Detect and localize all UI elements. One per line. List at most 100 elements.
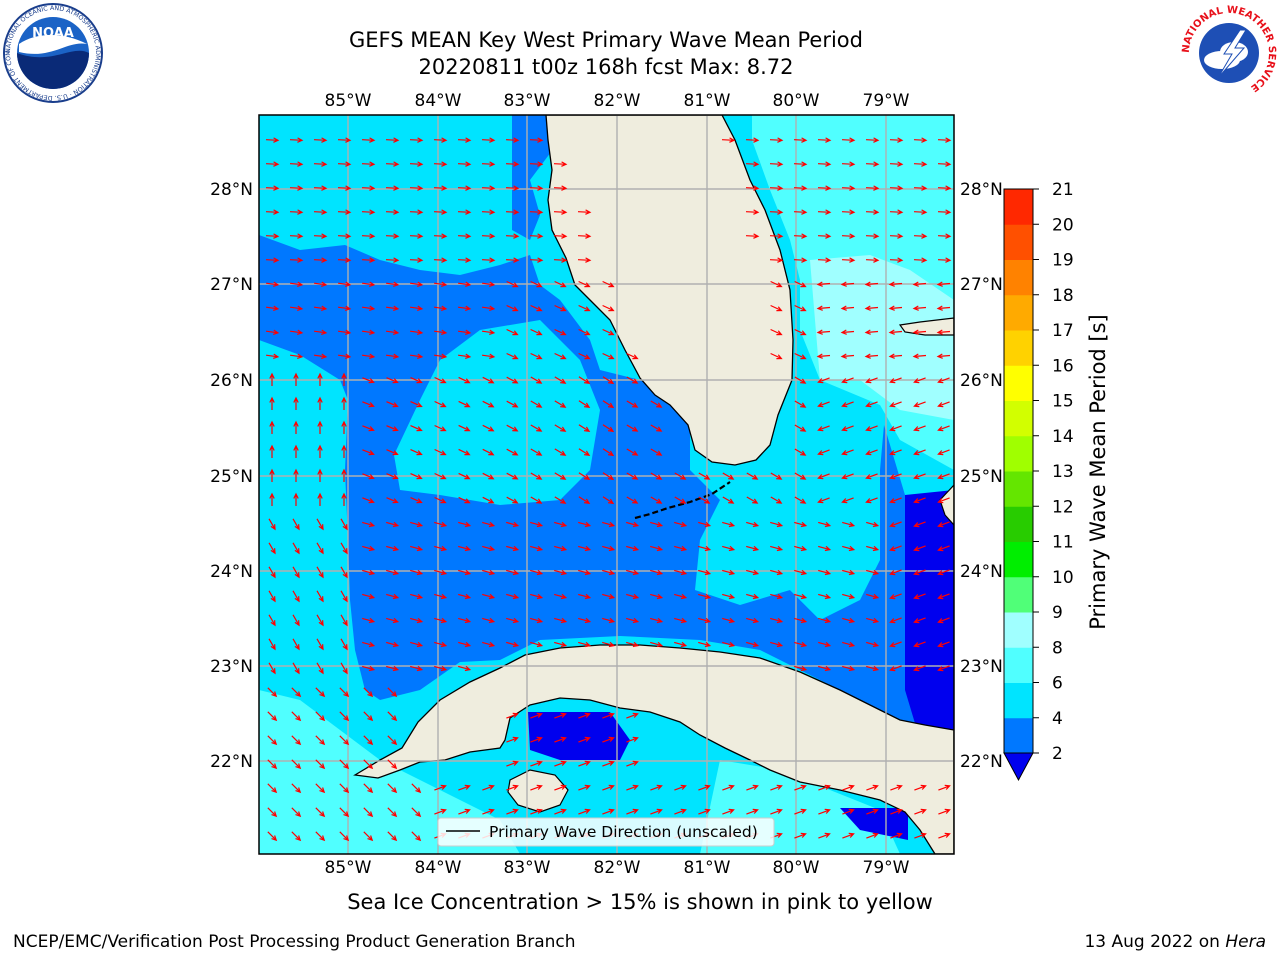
wave-arrow bbox=[410, 545, 424, 552]
lat-label: 24°N bbox=[210, 562, 253, 582]
wave-arrow bbox=[434, 521, 448, 528]
wave-arrow bbox=[265, 233, 280, 239]
wave-arrow bbox=[937, 545, 950, 552]
colorbar-segment bbox=[1004, 294, 1033, 331]
lon-labels-bottom: 85°W 84°W 83°W 82°W 81°W 80°W 79°W bbox=[325, 858, 910, 878]
wave-arrow bbox=[266, 305, 280, 311]
wave-arrow bbox=[889, 545, 902, 552]
lon-label: 81°W bbox=[684, 858, 731, 878]
wave-arrow bbox=[554, 376, 567, 384]
field-period-below-2-cuba bbox=[528, 712, 630, 760]
wave-arrow bbox=[267, 807, 278, 818]
wave-arrow bbox=[316, 638, 324, 651]
wave-arrow bbox=[291, 759, 302, 770]
wave-arrow bbox=[578, 617, 592, 624]
colorbar-label: Primary Wave Mean Period [s] bbox=[1086, 314, 1110, 630]
wave-arrow bbox=[317, 396, 323, 410]
wave-arrow bbox=[386, 329, 400, 335]
colorbar: 2 4 6 8 9 10 11 12 13 14 15 16 17 18 19 20 21 bbox=[1003, 180, 1074, 782]
wave-arrow bbox=[840, 305, 855, 311]
wave-arrow bbox=[745, 185, 760, 191]
wave-arrow bbox=[674, 569, 688, 576]
wave-arrow bbox=[387, 711, 398, 722]
wave-arrow bbox=[817, 257, 832, 263]
wave-arrow bbox=[889, 593, 902, 600]
wave-arrow bbox=[650, 808, 663, 815]
wave-arrow bbox=[769, 161, 784, 167]
colorbar-tick-label: 8 bbox=[1052, 638, 1063, 658]
wave-arrow bbox=[818, 784, 831, 791]
wave-arrow bbox=[363, 831, 374, 842]
wave-arrow bbox=[770, 352, 783, 360]
lon-label: 83°W bbox=[504, 91, 551, 111]
field-period-4-6-straits bbox=[700, 410, 880, 620]
wave-arrow bbox=[339, 831, 350, 842]
wave-arrow bbox=[341, 444, 347, 458]
wave-arrow bbox=[434, 808, 447, 815]
wave-arrow bbox=[362, 281, 376, 287]
colorbar-tick-label: 21 bbox=[1052, 180, 1074, 200]
wave-arrow bbox=[770, 808, 783, 815]
wave-arrow bbox=[292, 542, 300, 555]
wave-arrow bbox=[482, 281, 496, 287]
lat-label: 26°N bbox=[960, 371, 1003, 391]
wave-arrow bbox=[864, 353, 879, 359]
wave-arrow bbox=[482, 353, 496, 359]
wave-arrow bbox=[794, 593, 808, 600]
wave-arrow bbox=[602, 472, 615, 481]
wave-arrow bbox=[292, 518, 300, 531]
wave-arrow bbox=[530, 472, 543, 480]
wave-arrow bbox=[913, 521, 926, 528]
colorbar-tick-label: 20 bbox=[1052, 215, 1074, 235]
wave-arrow bbox=[337, 209, 352, 215]
wave-arrow bbox=[722, 569, 736, 576]
lat-label: 22°N bbox=[210, 752, 253, 772]
wave-arrow bbox=[937, 425, 950, 432]
wave-arrow bbox=[530, 808, 543, 815]
wave-arrow bbox=[553, 185, 568, 191]
wave-arrow bbox=[746, 496, 759, 504]
colorbar-segment bbox=[1004, 400, 1033, 437]
wave-arrow bbox=[602, 424, 615, 433]
wave-arrow bbox=[888, 281, 903, 287]
wave-arrow bbox=[698, 521, 712, 528]
wave-arrow bbox=[913, 641, 926, 648]
wave-arrow bbox=[890, 784, 903, 791]
wave-arrow bbox=[315, 807, 326, 818]
wave-arrow bbox=[626, 712, 639, 719]
wave-arrow bbox=[842, 808, 855, 815]
wave-arrow bbox=[650, 400, 663, 408]
wave-arrow bbox=[938, 832, 951, 839]
wave-arrow bbox=[577, 257, 592, 263]
wave-arrow bbox=[912, 305, 927, 311]
colorbar-segment bbox=[1004, 471, 1033, 507]
wave-arrow bbox=[434, 496, 447, 504]
wave-arrow bbox=[337, 185, 352, 191]
wave-arrow bbox=[386, 425, 399, 432]
wave-arrow bbox=[626, 593, 640, 600]
wave-arrow bbox=[505, 233, 520, 239]
wave-arrow bbox=[841, 497, 854, 504]
wave-arrow bbox=[410, 401, 423, 408]
wave-arrow bbox=[698, 545, 712, 552]
wave-arrow bbox=[722, 521, 736, 528]
wave-arrow bbox=[769, 257, 784, 263]
wave-arrow bbox=[817, 425, 830, 432]
wave-arrow bbox=[793, 209, 808, 215]
wave-arrow bbox=[458, 617, 472, 624]
colorbar-tick-label: 15 bbox=[1052, 392, 1074, 412]
wave-arrow bbox=[482, 784, 495, 791]
wave-arrow bbox=[506, 448, 519, 456]
wave-arrow bbox=[698, 808, 711, 815]
lat-label: 28°N bbox=[960, 180, 1003, 200]
lon-label: 84°W bbox=[415, 91, 462, 111]
wave-arrow bbox=[458, 281, 472, 287]
wave-arrow bbox=[577, 233, 592, 239]
wave-arrow bbox=[316, 590, 324, 603]
wave-arrow bbox=[386, 305, 400, 311]
wave-arrow bbox=[554, 304, 567, 312]
wave-arrow bbox=[889, 377, 902, 384]
wave-arrow bbox=[913, 545, 926, 552]
wave-arrow bbox=[530, 712, 543, 719]
wave-arrow bbox=[650, 641, 664, 648]
